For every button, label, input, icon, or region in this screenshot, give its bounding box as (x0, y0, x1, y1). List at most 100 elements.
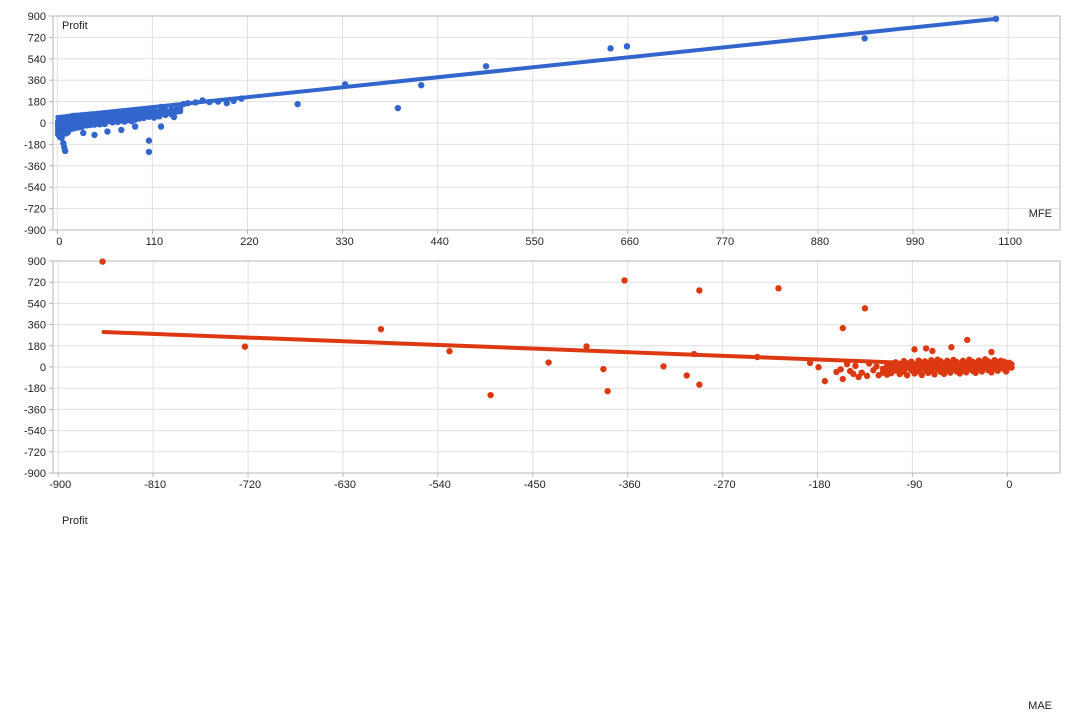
y-tick-label: -360 (24, 161, 46, 173)
y-tick-label: -900 (24, 225, 46, 237)
trendline[interactable] (55, 16, 999, 120)
y-tick-label: 0 (40, 362, 46, 374)
x-tick-label: -270 (714, 479, 736, 491)
data-point[interactable] (394, 104, 402, 112)
data-point[interactable] (176, 107, 184, 115)
data-point[interactable] (206, 98, 213, 106)
data-point[interactable] (230, 97, 237, 105)
data-point[interactable] (157, 123, 165, 130)
data-point[interactable] (821, 377, 829, 385)
x-tick-label: 990 (906, 236, 924, 248)
mae-plot-area: -900 -810 -720 -630 -540 -450 -360 -270 -180 -90 0… (24, 256, 1061, 491)
data-point[interactable] (918, 371, 926, 379)
data-point[interactable] (145, 137, 153, 144)
data-point[interactable] (418, 81, 425, 89)
data-point[interactable] (600, 365, 607, 373)
x-tick-label: -180 (808, 479, 830, 491)
y-tick-label: -360 (24, 404, 46, 416)
data-point[interactable] (140, 114, 147, 122)
data-point[interactable] (696, 287, 703, 294)
data-point[interactable] (863, 372, 871, 380)
data-point[interactable] (922, 345, 930, 352)
x-tick-label: 0 (56, 236, 62, 248)
data-point[interactable] (903, 372, 911, 379)
data-point[interactable] (199, 97, 206, 104)
data-point[interactable] (839, 324, 846, 332)
data-point[interactable] (118, 126, 125, 134)
data-point[interactable] (583, 343, 590, 350)
x-tick-label: 880 (811, 236, 829, 248)
data-point[interactable] (545, 359, 552, 366)
data-point[interactable] (775, 285, 782, 292)
data-point[interactable] (607, 45, 614, 52)
data-point[interactable] (837, 366, 844, 373)
data-point[interactable] (145, 148, 153, 156)
data-point[interactable] (241, 343, 249, 350)
data-point[interactable] (446, 348, 453, 355)
data-point[interactable] (992, 15, 1000, 23)
y-tick-label: 180 (28, 341, 46, 353)
data-point[interactable] (964, 336, 971, 344)
data-point[interactable] (294, 100, 301, 108)
y-tick-label: -900 (24, 468, 46, 480)
data-point[interactable] (861, 305, 869, 312)
data-point[interactable] (858, 369, 865, 376)
data-point[interactable] (61, 147, 69, 155)
data-point[interactable] (683, 372, 690, 379)
y-tick-label: 540 (28, 54, 46, 66)
data-point[interactable] (861, 35, 868, 42)
data-point[interactable] (696, 381, 703, 388)
data-point[interactable] (852, 362, 859, 370)
data-point[interactable] (873, 363, 880, 370)
data-point[interactable] (487, 391, 494, 399)
data-point[interactable] (931, 371, 938, 378)
data-point[interactable] (145, 113, 153, 121)
x-tick-label: 110 (146, 236, 164, 248)
x-axis-label-mae: MAE (1028, 700, 1052, 712)
data-point[interactable] (223, 99, 230, 107)
data-point[interactable] (988, 348, 995, 356)
y-tick-label: 0 (40, 118, 46, 130)
data-point[interactable] (621, 277, 628, 284)
data-point[interactable] (238, 95, 245, 102)
x-tick-label: -450 (524, 479, 546, 491)
data-point[interactable] (104, 128, 111, 135)
data-point[interactable] (482, 63, 490, 70)
y-tick-label: -720 (24, 204, 46, 216)
data-point[interactable] (690, 350, 698, 358)
data-point[interactable] (660, 363, 667, 370)
data-point[interactable] (91, 131, 98, 139)
data-point[interactable] (604, 387, 611, 395)
data-point[interactable] (815, 364, 822, 371)
data-point[interactable] (911, 346, 918, 353)
data-point[interactable] (839, 375, 846, 383)
data-point[interactable] (99, 258, 106, 265)
data-point[interactable] (806, 359, 814, 367)
data-point[interactable] (150, 114, 158, 121)
mae-scatter-chart: -900 -810 -720 -630 -540 -450 -360 -270 -180 -90 0… (0, 250, 1075, 712)
data-point[interactable] (170, 113, 178, 121)
data-point[interactable] (156, 113, 163, 120)
x-tick-label: -360 (619, 479, 641, 491)
y-tick-label: -720 (24, 447, 46, 459)
data-point[interactable] (948, 344, 955, 351)
data-point[interactable] (80, 129, 87, 137)
data-point[interactable] (865, 360, 873, 367)
data-point[interactable] (131, 123, 139, 130)
data-point[interactable] (623, 43, 631, 50)
trendline[interactable] (101, 330, 1015, 369)
data-point[interactable] (1008, 364, 1015, 371)
x-tick-label: 1100 (998, 236, 1022, 248)
data-point[interactable] (850, 370, 857, 378)
data-point[interactable] (754, 353, 761, 361)
data-point[interactable] (214, 98, 222, 105)
data-point[interactable] (843, 360, 851, 368)
y-tick-label: 720 (28, 32, 46, 44)
y-tick-label: 180 (28, 97, 46, 109)
data-point[interactable] (377, 325, 385, 333)
data-point[interactable] (184, 99, 192, 107)
series-label-profit: Profit (62, 515, 88, 527)
data-point[interactable] (341, 81, 349, 88)
data-point[interactable] (192, 99, 199, 106)
data-point[interactable] (929, 347, 936, 355)
